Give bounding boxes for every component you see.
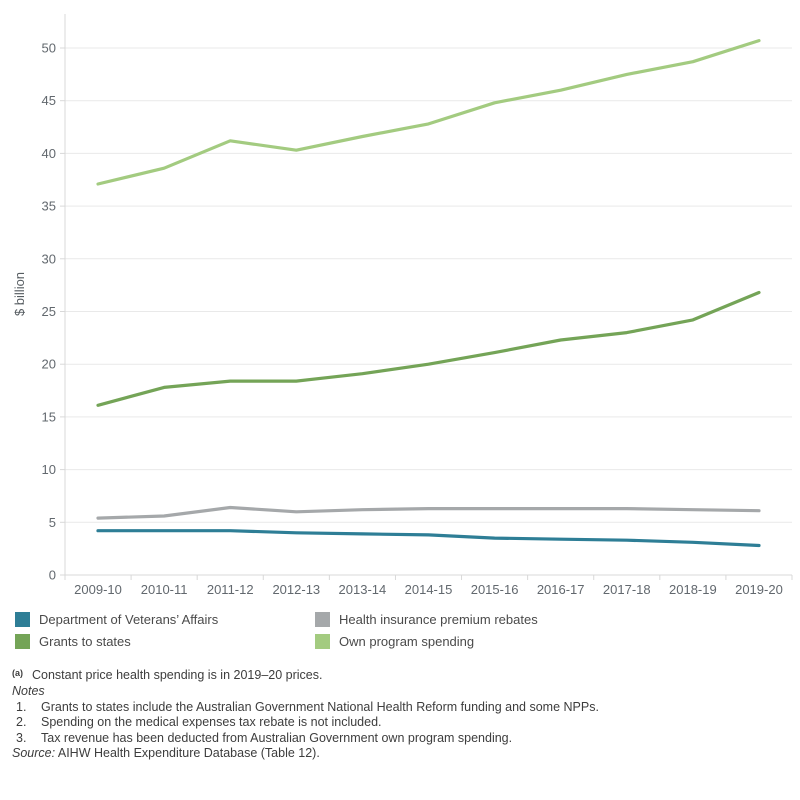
legend-item-premium-rebates[interactable]: Health insurance premium rebates [315, 612, 635, 627]
note-number: 2. [16, 715, 27, 730]
x-tick-label: 2017-18 [603, 582, 651, 597]
x-tick-label: 2016-17 [537, 582, 585, 597]
y-tick-label: 15 [42, 409, 56, 424]
note-item-2: 2. Spending on the medical expenses tax … [12, 715, 792, 730]
note-text: Tax revenue has been deducted from Austr… [41, 730, 513, 745]
source-line: Source: AIHW Health Expenditure Database… [12, 746, 792, 761]
series-line-department-of-veterans-affairs[interactable] [96, 529, 761, 548]
x-tick-label: 2013-14 [339, 582, 387, 597]
legend-swatch-grants-to-states-icon [15, 634, 30, 649]
y-tick-label: 35 [42, 199, 56, 214]
y-tick-label: 25 [42, 304, 56, 319]
series-line-own-program-spending[interactable] [96, 38, 761, 186]
source-text: AIHW Health Expenditure Database (Table … [55, 746, 320, 761]
footnote-marker: (a) [12, 668, 23, 678]
source-label: Source: [12, 746, 56, 761]
x-tick-label: 2010-11 [141, 582, 188, 597]
y-tick-label: 30 [42, 251, 56, 266]
note-item-3: 3. Tax revenue has been deducted from Au… [12, 731, 792, 746]
legend-item-grants-to-states[interactable]: Grants to states [15, 634, 315, 649]
x-tick-label: 2018-19 [669, 582, 717, 597]
chart-svg: 0 5 10 15 20 25 30 35 40 45 50 2009-10 2010-11 2011-1… [12, 14, 793, 597]
legend-label: Department of Veterans’ Affairs [39, 612, 219, 627]
notes-block: (a) Constant price health spending is in … [12, 668, 792, 761]
legend-label: Own program spending [339, 634, 475, 649]
y-tick-label: 0 [49, 568, 56, 583]
legend-swatch-own-program-spending-icon [315, 634, 330, 649]
series-line-grants-to-states[interactable] [96, 290, 761, 407]
x-tick-label: 2019-20 [735, 582, 783, 597]
notes-heading: Notes [12, 684, 45, 699]
series-line-health-insurance-premium-rebates[interactable] [96, 505, 761, 520]
x-tick-label: 2015-16 [471, 582, 519, 597]
chart-legend: Department of Veterans’ Affairs Health i… [15, 612, 635, 649]
legend-label: Grants to states [39, 634, 131, 649]
legend-swatch-premium-rebates-icon [315, 612, 330, 627]
legend-swatch-veterans-affairs-icon [15, 612, 30, 627]
health-spending-line-chart: 0 5 10 15 20 25 30 35 40 45 50 2009-10 2010-11 2011-1… [12, 14, 793, 597]
y-tick-label: 50 [42, 41, 56, 56]
x-tick-label: 2009-10 [74, 582, 122, 597]
x-tick-label: 2012-13 [272, 582, 320, 597]
y-tick-label: 20 [42, 357, 56, 372]
y-tick-label: 10 [42, 462, 56, 477]
note-number: 1. [16, 699, 27, 714]
y-tick-label: 40 [42, 146, 56, 161]
x-tick-label: 2011-12 [207, 582, 254, 597]
legend-label: Health insurance premium rebates [339, 612, 538, 627]
y-tick-label: 45 [42, 93, 56, 108]
legend-item-own-program-spending[interactable]: Own program spending [315, 634, 635, 649]
note-item-1: 1. Grants to states include the Australi… [12, 700, 792, 715]
note-text: Grants to states include the Australian … [41, 699, 599, 714]
x-tick-label: 2014-15 [405, 582, 453, 597]
footnote: (a) Constant price health spending is in … [12, 668, 792, 684]
note-number: 3. [16, 730, 27, 745]
note-text: Spending on the medical expenses tax reb… [41, 715, 382, 730]
footnote-text: Constant price health spending is in 201… [32, 668, 323, 682]
legend-item-veterans-affairs[interactable]: Department of Veterans’ Affairs [15, 612, 315, 627]
y-axis-title: $ billion [12, 272, 27, 316]
y-tick-label: 5 [49, 515, 56, 530]
